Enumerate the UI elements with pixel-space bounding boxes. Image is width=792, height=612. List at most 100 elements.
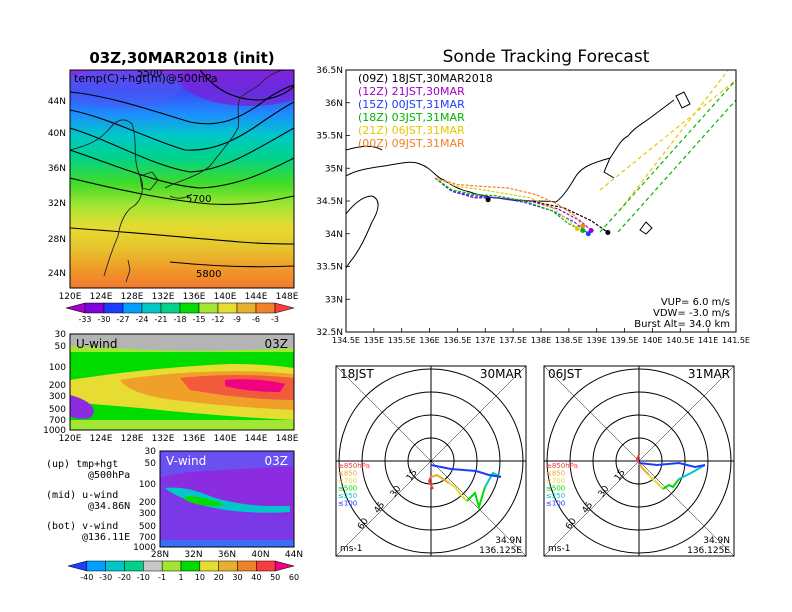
run-legend-item: (12Z) 21JST,30MAR <box>358 85 465 98</box>
hodo-date: 31MAR <box>688 367 730 381</box>
pressure-tick: 30 <box>145 447 157 457</box>
colorbar-swatch <box>274 560 295 572</box>
panel-legend: (up) tmp+hgt @500hPa (mid) u-wind @34.86… <box>46 459 130 543</box>
level-key: ≤100 <box>338 500 357 508</box>
lon-tick: 138E <box>531 336 551 345</box>
landing-point <box>605 229 611 235</box>
temp-lon-ticks: 120E 124E 128E 132E 136E 140E 144E 148E <box>59 292 299 302</box>
hodo-trace <box>466 486 486 511</box>
temp-map-frame <box>69 69 295 289</box>
lon-tick: 139E <box>587 336 607 345</box>
hodo-time: 06JST <box>548 367 582 381</box>
colorbar-swatch <box>143 560 163 572</box>
hodo-trace <box>430 464 502 478</box>
lon-tick: 148E <box>276 434 299 444</box>
colorbar-swatch <box>255 302 276 314</box>
lat-tick: 34.5N <box>316 197 343 207</box>
legend-bot-lon: @136.11E <box>82 532 130 543</box>
lat-tick: 36N <box>48 164 66 174</box>
wind-colorbar: -40 -30 -20 -10 -1 1 10 20 30 40 50 60 <box>67 560 299 582</box>
level-key: ≤250 <box>546 492 565 500</box>
uwind-frame <box>69 333 295 431</box>
lat-tick: 44N <box>48 97 66 107</box>
pressure-tick: 300 <box>139 509 156 519</box>
legend-mid-lat: @34.86N <box>88 501 130 512</box>
tracking-lon-ticks: 134.5E 135E 135.5E 136E 136.5E 137E 137.5E 138E… <box>332 328 750 345</box>
lat-tick: 36N <box>325 99 343 109</box>
colorbar-swatch <box>218 560 238 572</box>
lon-tick: 128E <box>121 434 144 444</box>
colorbar-label: -24 <box>135 315 148 324</box>
lat-tick: 36.5N <box>316 66 343 76</box>
lat-tick: 40N <box>251 550 269 560</box>
lon-tick: 137.5E <box>499 336 527 345</box>
level-key: ≥850hPa <box>546 462 578 470</box>
colorbar-swatch <box>86 560 106 572</box>
pressure-tick: 700 <box>139 533 156 543</box>
landing-point <box>588 227 594 233</box>
hodo-unit: ms-1 <box>548 544 570 554</box>
colorbar-label: 30 <box>232 573 242 582</box>
lat-tick: 36N <box>218 550 236 560</box>
pressure-tick: 50 <box>55 342 67 352</box>
legend-up-level: @500hPa <box>88 470 130 481</box>
run-legend-item: (09Z) 18JST,30MAR2018 <box>358 72 493 85</box>
colorbar-label: -21 <box>154 315 167 324</box>
hodo-date: 30MAR <box>480 367 522 381</box>
colorbar-label: 50 <box>270 573 280 582</box>
contour-label: 5500 <box>137 68 162 79</box>
lon-tick: 140.5E <box>666 336 694 345</box>
landing-point <box>580 223 586 229</box>
colorbar-label: -15 <box>192 315 205 324</box>
uwind-time: 03Z <box>265 337 289 351</box>
colorbar-swatch <box>236 302 257 314</box>
landing-point <box>580 227 586 233</box>
hodo-time: 18JST <box>340 367 374 381</box>
level-key: ≤700 <box>338 477 357 485</box>
lon-tick: 144E <box>245 292 268 302</box>
hodo-lat: 34.9N <box>495 536 522 546</box>
colorbar-swatch <box>67 560 88 572</box>
temp-map-panel: 03Z,30MAR2018 (init) <box>48 49 299 324</box>
lat-tick: 35.5N <box>316 132 343 142</box>
level-key: ≤850 <box>546 470 565 478</box>
vwind-lat-ticks: 28N 32N 36N 40N 44N <box>151 550 303 560</box>
lat-tick: 33N <box>325 295 343 305</box>
hodo-trace <box>678 464 706 480</box>
burst-point <box>485 197 491 203</box>
lon-tick: 140E <box>214 434 237 444</box>
temp-lat-ticks: 44N 40N 36N 32N 28N 24N <box>48 97 66 279</box>
landing-point <box>585 231 591 237</box>
tracking-panel: Sonde Tracking Forecast <box>316 47 750 345</box>
colorbar-label: -6 <box>252 315 260 324</box>
colorbar-swatch <box>161 560 182 572</box>
lat-tick: 32.5N <box>316 328 343 338</box>
vdw-param: VDW= -3.0 m/s <box>653 308 730 319</box>
lon-tick: 120E <box>59 292 82 302</box>
lon-tick: 135.5E <box>388 336 416 345</box>
tracking-lat-ticks: 36.5N 36N 35.5N 35N 34.5N 34N 33.5N 33N 32.5N <box>316 66 350 338</box>
lon-tick: 138.5E <box>555 336 583 345</box>
hodo-trace <box>430 473 450 484</box>
level-key: ≤500 <box>338 485 357 493</box>
colorbar-label: -9 <box>233 315 241 324</box>
hodo-trace <box>635 454 640 464</box>
hodo-trace <box>648 474 664 490</box>
contour-labels: 5500 5700 5800 <box>137 68 221 280</box>
colorbar-label: -33 <box>78 315 91 324</box>
hodo-trace <box>638 462 650 476</box>
hodograph-06jst: 06JST 31MAR15304560≥850hPa≤850≤700≤500≤25… <box>543 365 735 557</box>
projection-lines <box>599 70 736 233</box>
temp-map-label: temp(C)+hgt(m)@500hPa <box>74 72 218 85</box>
colorbar-swatch <box>217 302 238 314</box>
vwind-time: 03Z <box>265 454 289 468</box>
pressure-tick: 50 <box>145 459 157 469</box>
lon-tick: 124E <box>90 434 113 444</box>
level-key: ≤250 <box>338 492 357 500</box>
colorbar-label: 20 <box>214 573 224 582</box>
lon-tick: 120E <box>59 434 82 444</box>
colorbar-swatch <box>84 302 105 314</box>
lon-tick: 148E <box>276 292 299 302</box>
